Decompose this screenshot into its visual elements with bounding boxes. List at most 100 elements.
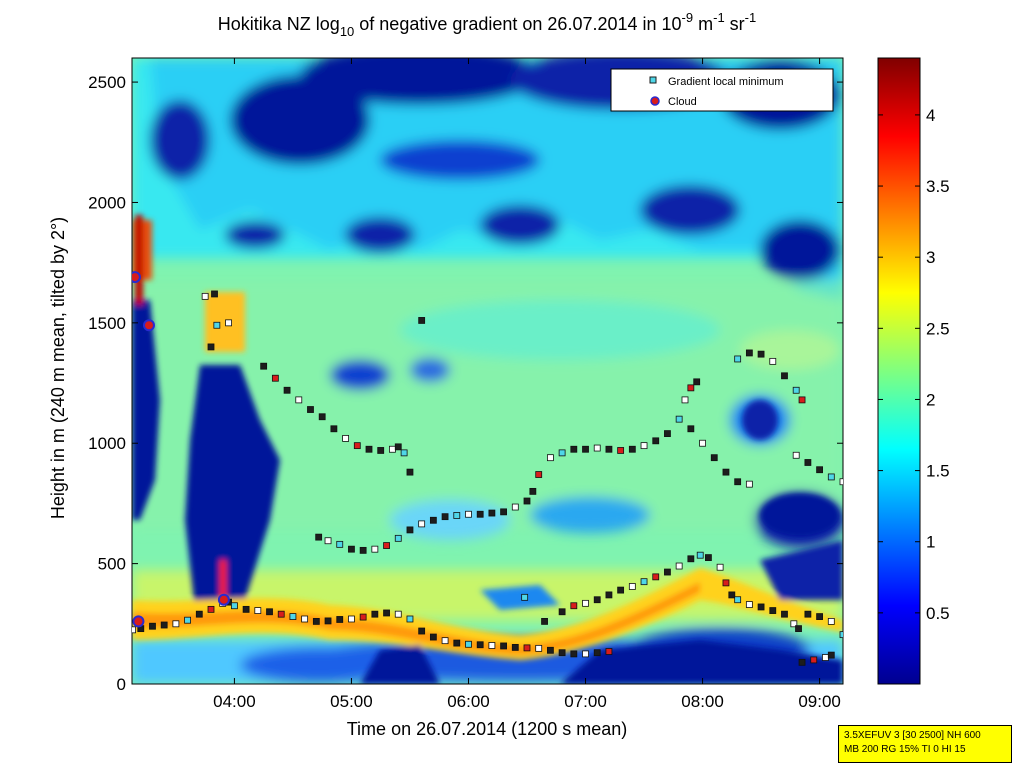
gradient-minimum-marker [605,591,613,599]
gradient-minimum-marker [558,449,566,457]
gradient-minimum-marker [406,615,414,623]
gradient-minimum-marker [500,508,507,516]
cloud-marker [132,615,145,628]
gradient-minimum-marker [675,562,683,570]
gradient-minimum-marker [792,451,800,459]
gradient-minimum-marker [389,445,396,453]
gradient-minimum-marker [283,386,291,394]
gradient-minimum-marker [582,445,589,453]
gradient-minimum-marker [318,413,326,421]
gradient-minimum-marker [605,648,613,655]
gradient-minimum-marker [254,607,262,614]
gradient-minimum-marker [734,355,742,363]
gradient-minimum-marker [315,533,323,541]
gradient-minimum-marker [266,608,273,616]
gradient-minimum-marker [705,554,712,561]
gradient-minimum-marker [465,510,472,518]
parameter-infobox: 3.5XEFUV 3 [30 2500] NH 600 MB 200 RG 15… [838,725,1012,763]
colorbar-tick-label: 1 [926,533,935,552]
gradient-minimum-marker [827,618,835,625]
marker-layer [132,271,843,666]
gradient-minimum-marker [792,386,800,394]
gradient-minimum-marker [640,578,648,586]
gradient-minimum-marker [418,627,426,635]
x-tick-label: 05:00 [330,692,373,711]
gradient-minimum-marker [675,415,683,423]
x-axis-label: Time on 26.07.2014 (1200 s mean) [347,719,628,739]
gradient-minimum-marker [394,610,402,618]
gradient-minimum-marker [570,650,578,658]
x-tick-label: 09:00 [798,692,841,711]
y-tick-label: 1000 [88,434,126,453]
gradient-minimum-marker [681,396,689,404]
infobox-line-1: 3.5XEFUV 3 [30 2500] NH 600 [844,730,981,741]
gradient-minimum-marker [394,443,402,451]
gradient-minimum-marker [201,292,209,300]
gradient-minimum-marker [699,439,706,447]
gradient-minimum-marker [757,603,765,611]
gradient-minimum-marker [377,447,385,454]
colorbar-tick-label: 2 [926,390,935,409]
colorbar-tick-label: 2.5 [926,319,950,338]
gradient-minimum-marker [781,610,788,618]
gradient-minimum-marker [593,649,601,657]
gradient-minimum-marker [605,445,613,453]
y-axis-label: Height in m (240 m mean, tilted by 2°) [48,217,68,519]
colorbar [877,57,921,685]
x-tick-label: 08:00 [681,692,724,711]
gradient-minimum-marker [693,378,701,386]
gradient-minimum-marker [271,374,279,382]
gradient-minimum-marker [521,593,529,601]
gradient-minimum-marker [301,615,309,623]
cloud-marker [142,319,155,332]
gradient-minimum-marker [277,610,285,618]
gradient-minimum-marker [652,573,660,581]
gradient-minimum-marker [465,640,472,648]
plot-frame [131,57,844,685]
gradient-minimum-marker [336,540,344,548]
gradient-minimum-marker [324,617,332,625]
legend: Gradient local minimum Cloud [610,68,834,112]
gradient-minimum-marker [149,622,156,630]
heatmap-field [132,58,843,684]
gradient-minimum-marker [383,609,390,617]
gradient-minimum-marker [728,591,736,599]
gradient-minimum-marker [535,471,543,478]
gradient-minimum-marker [330,425,338,433]
gradient-minimum-marker [429,516,437,524]
colorbar-tick-label: 3 [926,248,935,267]
gradient-minimum-marker [593,444,601,452]
gradient-minimum-marker [336,616,344,623]
gradient-minimum-marker [822,654,829,661]
gradient-minimum-marker [429,633,437,641]
gradient-minimum-marker [570,602,578,610]
gradient-minimum-marker [348,545,355,553]
gradient-minimum-marker [745,480,753,488]
gradient-minimum-marker [406,526,414,534]
gradient-minimum-marker [798,396,806,404]
gradient-minimum-marker [582,650,589,658]
gradient-minimum-marker [722,468,730,476]
gradient-minimum-marker [523,497,531,505]
gradient-minimum-marker [359,546,367,554]
gradient-minimum-marker [394,534,402,542]
chart-title: Hokitika NZ log10 of negative gradient o… [218,10,756,39]
gradient-minimum-marker [500,642,507,650]
gradient-minimum-marker [547,454,554,462]
infobox-line-2: MB 200 RG 15% TI 0 HI 15 [844,744,966,755]
gradient-minimum-marker [687,384,695,392]
gradient-minimum-marker [453,639,461,647]
gradient-minimum-marker [535,644,543,652]
gradient-minimum-marker [324,537,332,545]
gradient-minimum-marker [184,616,191,624]
colorbar-tick-label: 0.5 [926,604,950,623]
gradient-minimum-marker [593,596,601,604]
colorbar-tick-label: 1.5 [926,462,950,481]
colorbar-tick-label: 4 [926,106,935,125]
gradient-minimum-marker [225,319,232,327]
x-tick-label: 06:00 [447,692,490,711]
gradient-minimum-marker [371,610,379,618]
gradient-minimum-marker [160,621,168,629]
gradient-minimum-marker [664,568,671,576]
gradient-minimum-marker [348,615,355,623]
